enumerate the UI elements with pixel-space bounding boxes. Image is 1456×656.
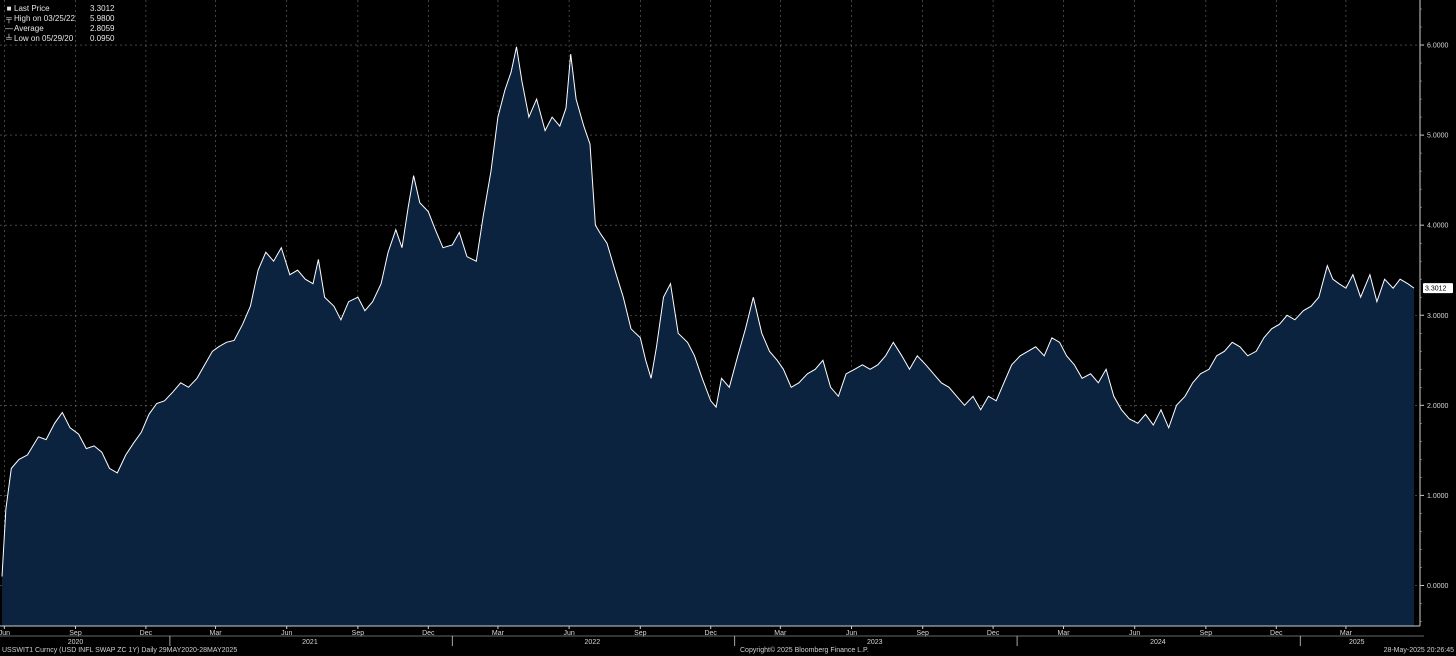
y-tick-label: 0.0000	[1427, 583, 1449, 590]
last-price-swatch-icon: ■	[6, 4, 12, 13]
x-tick-label: Jun	[0, 630, 10, 637]
x-tick-label: Dec	[422, 630, 435, 637]
legend-label: Last Price	[14, 4, 50, 13]
x-tick-label: Dec	[1270, 630, 1283, 637]
x-tick-label: Sep	[69, 630, 82, 637]
legend-value: 2.8059	[90, 24, 115, 33]
year-label: 2024	[1150, 639, 1166, 646]
x-tick-label: Jun	[1129, 630, 1140, 637]
y-tick-label: 5.0000	[1427, 133, 1449, 140]
legend-label: Low on 05/29/20	[14, 34, 74, 43]
year-label: 2025	[1349, 639, 1365, 646]
legend-value: 5.9800	[90, 14, 115, 23]
plot-area	[1, 46, 1415, 627]
x-tick-label: Dec	[704, 630, 717, 637]
footer-copyright: Copyright© 2025 Bloomberg Finance L.P.	[740, 647, 869, 654]
year-label: 2020	[68, 639, 84, 646]
x-tick-label: Dec	[140, 630, 153, 637]
legend-item-average: — Average 2.8059	[4, 24, 114, 34]
legend-label: High on 03/25/22	[14, 14, 75, 23]
low-marker-icon: ╧	[6, 34, 12, 43]
x-tick-label: Sep	[634, 630, 647, 637]
x-tick-label: Jun	[846, 630, 857, 637]
footer-security-info: USSWIT1 Curncy (USD INFL SWAP ZC 1Y) Dai…	[2, 647, 238, 654]
x-tick-label: Mar	[210, 630, 223, 637]
x-tick-label: Dec	[987, 630, 1000, 637]
last-price-label: 3.3012	[1425, 286, 1447, 293]
x-tick-label: Sep	[916, 630, 929, 637]
year-label: 2023	[867, 639, 883, 646]
y-tick-label: 6.0000	[1427, 43, 1449, 50]
series-area	[2, 46, 1414, 627]
last-price-box	[1423, 283, 1453, 294]
x-tick-label: Mar	[774, 630, 787, 637]
footer-timestamp: 28-May-2025 20:26:45	[1383, 647, 1454, 654]
legend-label: Average	[14, 24, 44, 33]
average-line-icon: —	[5, 24, 13, 33]
legend-item-last-price: ■ Last Price 3.3012	[4, 4, 115, 14]
x-tick-label: Mar	[1057, 630, 1070, 637]
y-tick-label: 4.0000	[1427, 223, 1449, 230]
x-tick-label: Mar	[492, 630, 505, 637]
series-line	[1, 46, 1415, 577]
high-marker-icon: ╤	[6, 14, 12, 23]
year-label: 2022	[585, 639, 601, 646]
year-label: 2021	[302, 639, 318, 646]
y-tick-label: 1.0000	[1427, 493, 1449, 500]
y-tick-label: 2.0000	[1427, 403, 1449, 410]
x-tick-label: Sep	[352, 630, 365, 637]
legend-item-low: ╧ Low on 05/29/20 0.0950	[4, 34, 114, 44]
x-tick-label: Mar	[1340, 630, 1353, 637]
legend-value: 3.3012	[90, 4, 115, 13]
x-tick-label: Sep	[1200, 630, 1213, 637]
y-tick-label: 3.0000	[1427, 313, 1449, 320]
legend-item-high: ╤ High on 03/25/22 5.9800	[4, 14, 114, 24]
x-tick-label: Jun	[563, 630, 574, 637]
legend-value: 0.0950	[90, 34, 115, 43]
legend: ■ Last Price 3.3012 ╤ High on 03/25/22 5…	[4, 4, 114, 44]
x-tick-label: Jun	[281, 630, 292, 637]
